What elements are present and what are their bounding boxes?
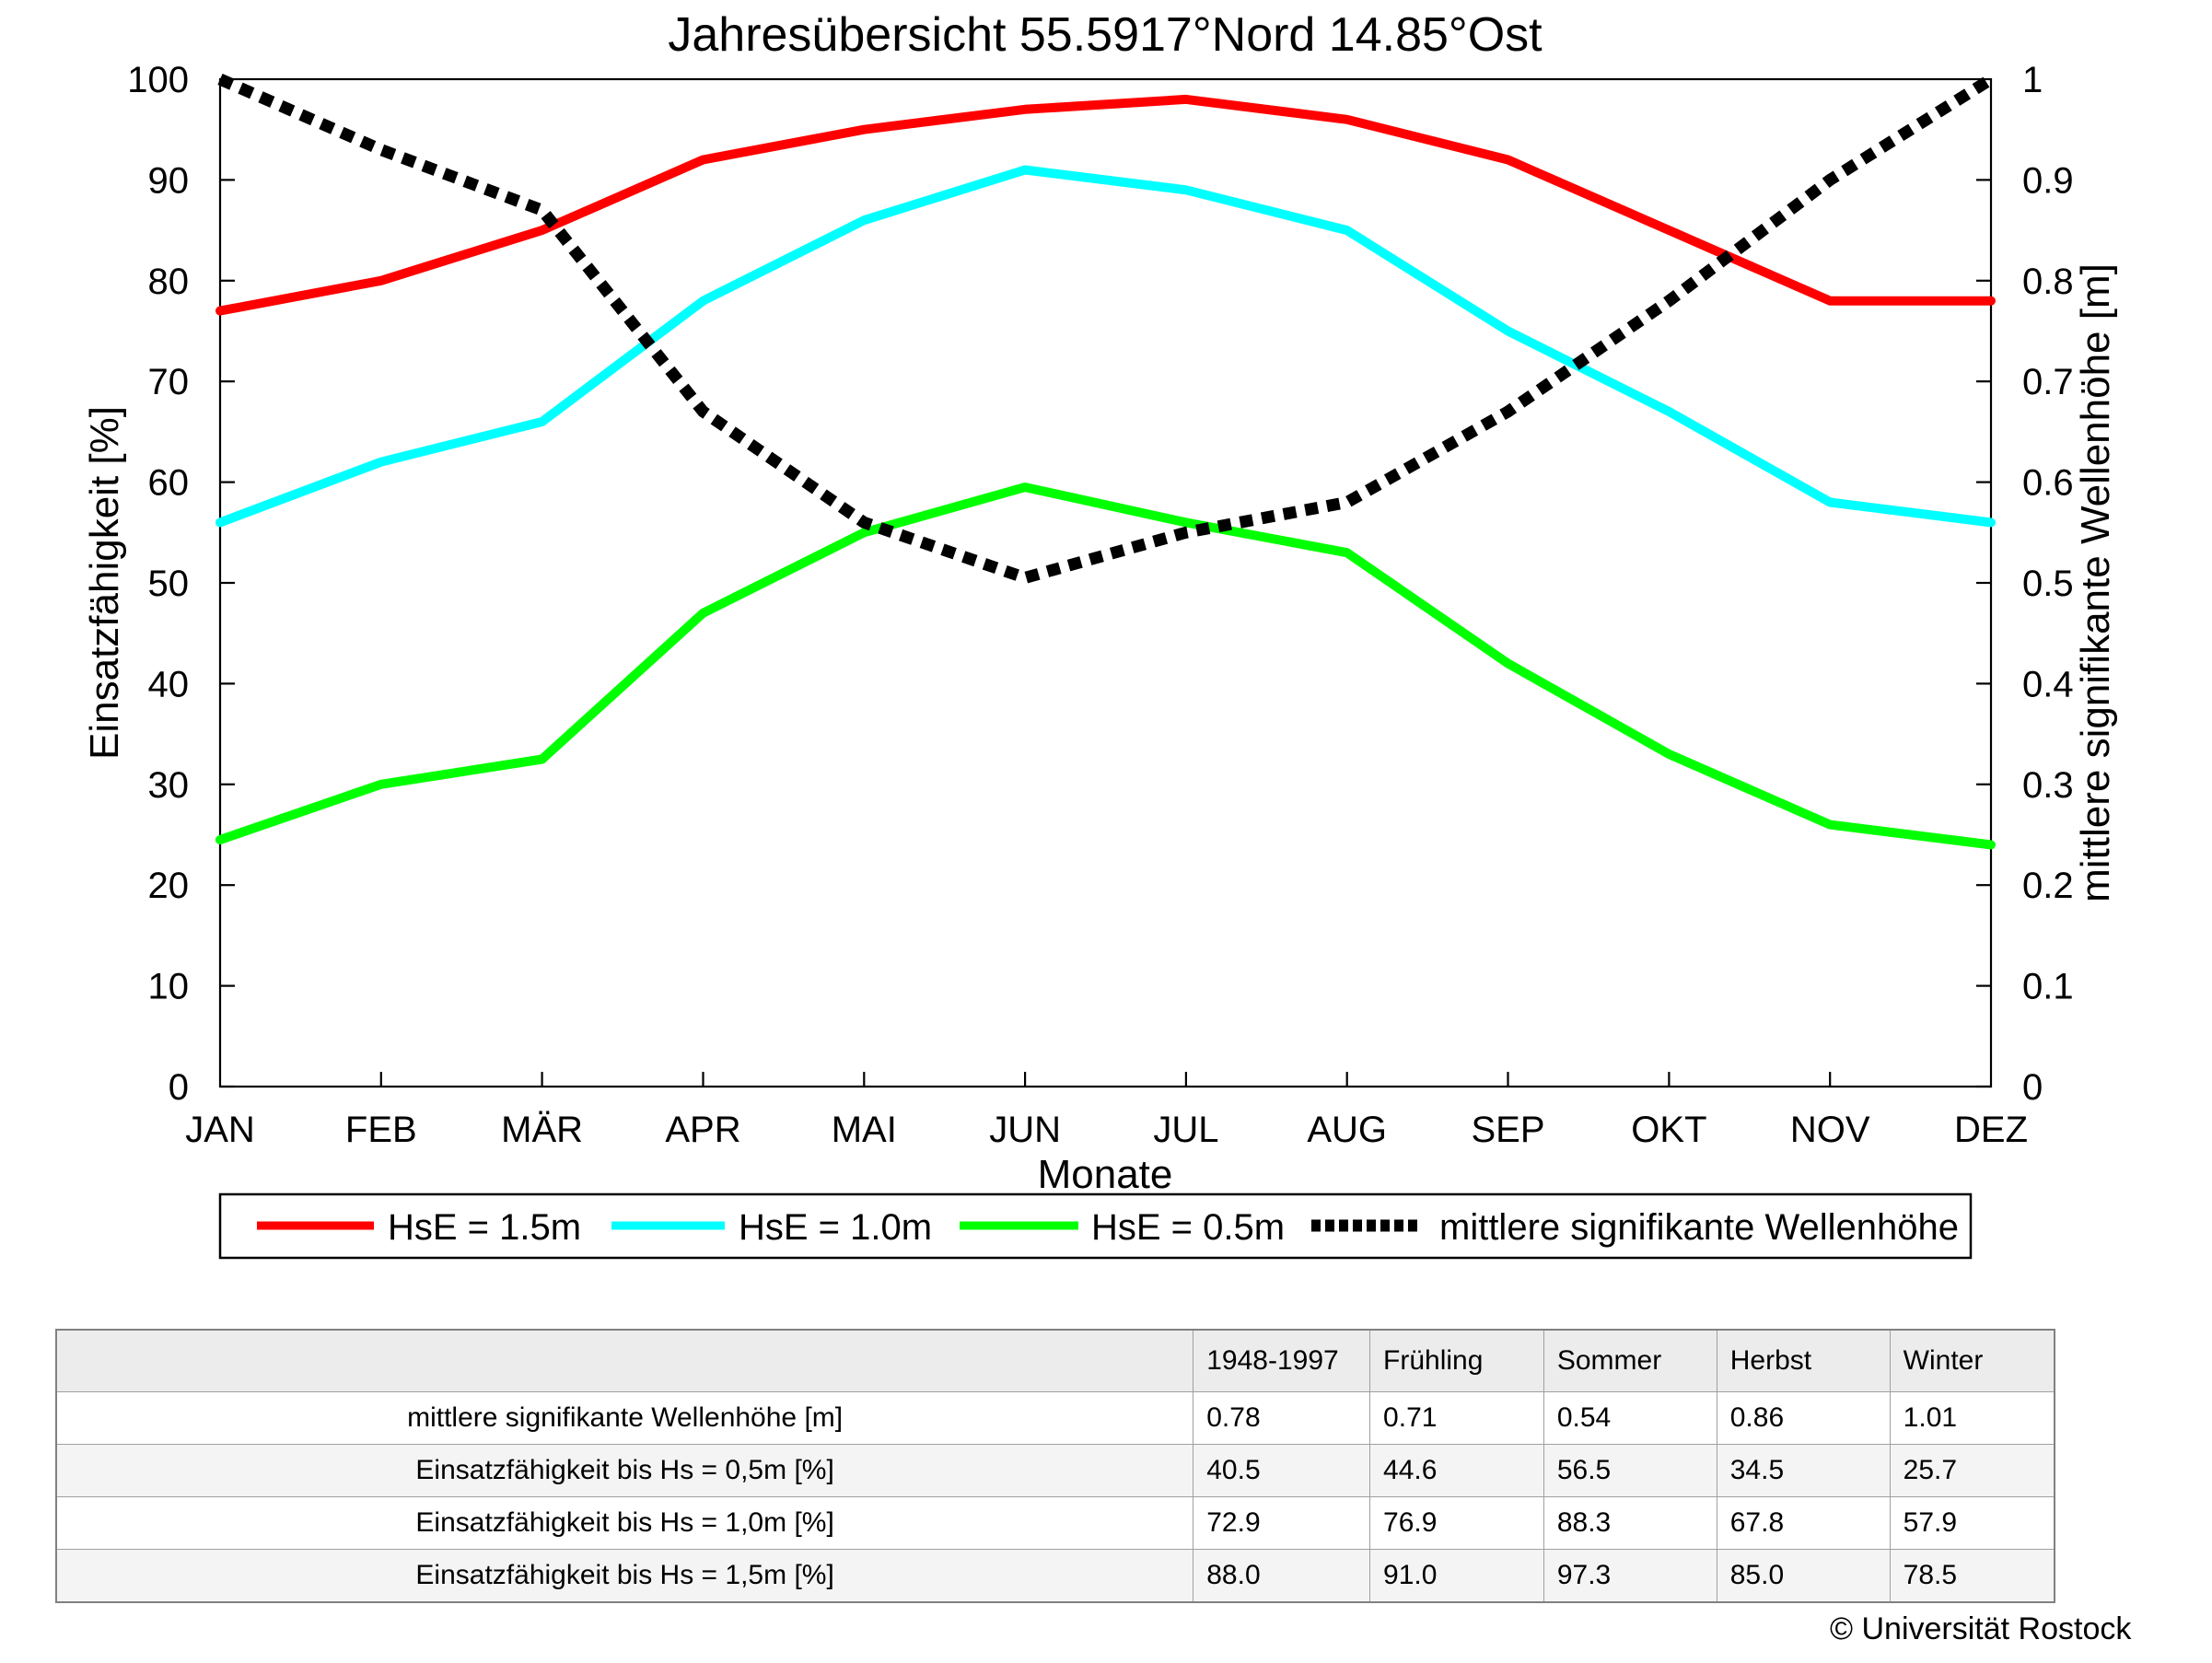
svg-text:Jahresübersicht 55.5917°Nord: Jahresübersicht 55.5917°Nord 14.85°Ost (668, 8, 1543, 62)
svg-text:0.1: 0.1 (2022, 967, 2074, 1007)
svg-text:0.3: 0.3 (2022, 765, 2074, 806)
svg-text:JUL: JUL (1153, 1110, 1218, 1150)
svg-text:0: 0 (169, 1067, 189, 1108)
svg-text:APR: APR (665, 1110, 740, 1150)
svg-text:mittlere signifikante Wellenhö: mittlere signifikante Wellenhöhe [m] (2073, 263, 2118, 902)
svg-text:0.8: 0.8 (2022, 262, 2074, 302)
svg-text:60: 60 (148, 463, 190, 504)
svg-text:90: 90 (148, 160, 190, 201)
svg-text:Monate: Monate (1038, 1152, 1173, 1197)
svg-text:HsE = 0.5m: HsE = 0.5m (1091, 1207, 1285, 1248)
svg-text:0.2: 0.2 (2022, 866, 2074, 906)
svg-text:HsE = 1.5m: HsE = 1.5m (388, 1207, 581, 1248)
svg-text:20: 20 (148, 866, 190, 906)
svg-text:HsE = 1.0m: HsE = 1.0m (739, 1207, 932, 1248)
svg-text:JAN: JAN (185, 1110, 255, 1150)
svg-text:70: 70 (148, 362, 190, 402)
svg-text:FEB: FEB (345, 1110, 417, 1150)
svg-text:0.4: 0.4 (2022, 664, 2074, 704)
svg-text:1: 1 (2022, 60, 2043, 100)
svg-text:40: 40 (148, 664, 190, 704)
svg-text:0.9: 0.9 (2022, 160, 2074, 201)
svg-text:MAI: MAI (832, 1110, 897, 1150)
svg-text:10: 10 (148, 967, 190, 1007)
svg-text:SEP: SEP (1471, 1110, 1544, 1150)
svg-text:30: 30 (148, 765, 190, 806)
svg-text:100: 100 (127, 60, 189, 100)
svg-text:OKT: OKT (1631, 1110, 1706, 1150)
svg-text:NOV: NOV (1790, 1110, 1870, 1150)
svg-text:50: 50 (148, 564, 190, 604)
svg-text:0.6: 0.6 (2022, 463, 2074, 504)
svg-text:MÄR: MÄR (501, 1110, 583, 1150)
svg-text:DEZ: DEZ (1954, 1110, 2028, 1150)
svg-text:0.7: 0.7 (2022, 362, 2074, 402)
svg-text:mittlere signifikante Wellenhö: mittlere signifikante Wellenhöhe (1439, 1207, 1959, 1248)
svg-text:Einsatzfähigkeit [%]: Einsatzfähigkeit [%] (82, 406, 127, 760)
svg-text:AUG: AUG (1307, 1110, 1387, 1150)
svg-text:0.5: 0.5 (2022, 564, 2074, 604)
svg-text:JUN: JUN (989, 1110, 1061, 1150)
svg-text:0: 0 (2022, 1067, 2043, 1108)
svg-text:80: 80 (148, 262, 190, 302)
